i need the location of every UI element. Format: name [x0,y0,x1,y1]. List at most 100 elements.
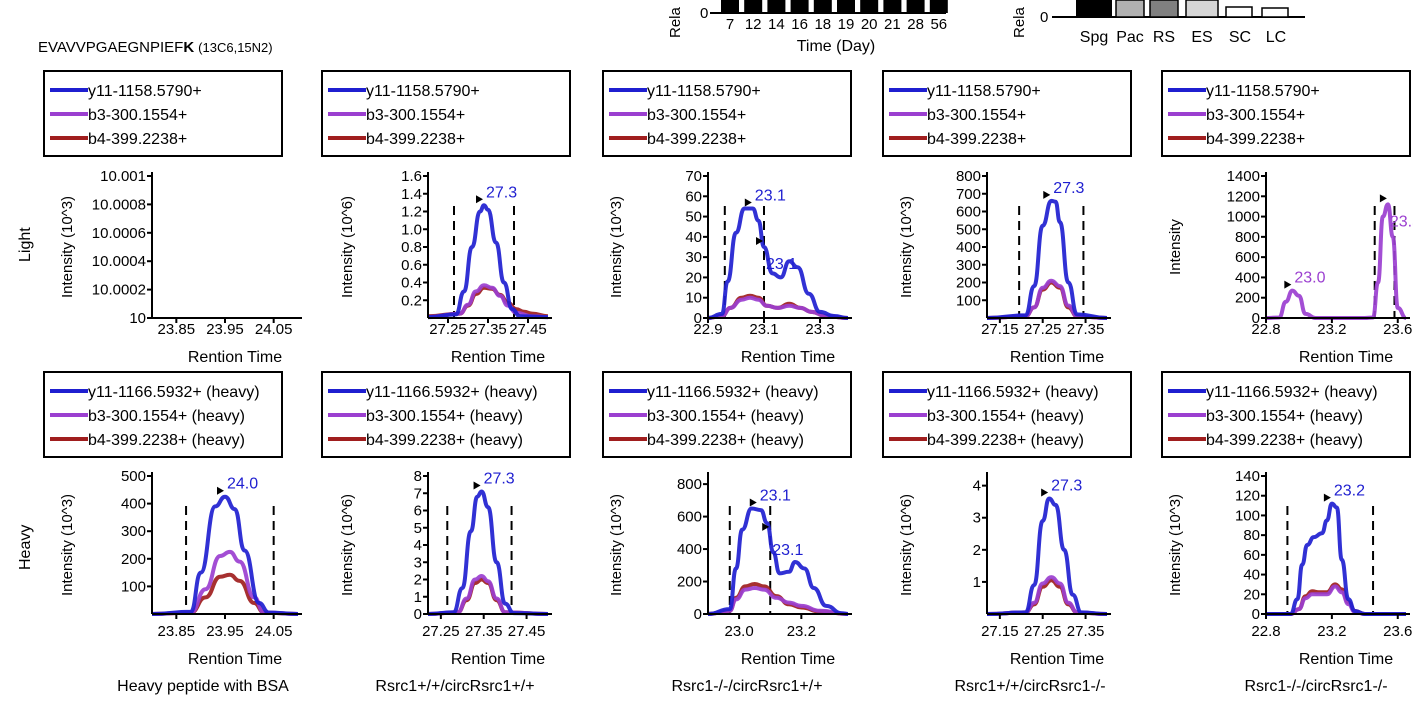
peak-marker [1284,280,1292,289]
y-tick-label: 30 [685,249,702,266]
x-tick-label: 24.05 [255,321,293,338]
legend-label: b4-399.2238+ (heavy) [927,432,1084,449]
time-tick-label: 14 [768,16,785,33]
legend-box: y11-1166.5932+ (heavy) b3-300.1554+ (heav… [321,371,571,458]
peak-label: 27.3 [1053,180,1084,197]
y-tick-label: 300 [956,257,981,274]
cell-type-label: RS [1153,29,1175,46]
time-tick-label: 28 [907,16,924,33]
peak-marker [473,481,481,490]
series-line-y11 [986,496,1108,616]
top-left-bars [721,0,948,13]
y-tick-label: 10.0004 [92,253,146,270]
x-axis-label: Rention Time [188,651,282,668]
series-line-y11 [707,206,849,320]
x-tick-label: 27.35 [1067,321,1105,338]
series-line-y11 [1265,501,1406,617]
series-line-b3 [151,549,299,616]
legend-label: y11-1166.5932+ (heavy) [1206,384,1378,401]
panel-H1: 100 200 300 400 500 23.85 23.95 24.05 Rention Ti… [59,468,302,668]
legend-box: y11-1158.5790+ b3-300.1554+ b4-399.2238+ [321,70,571,157]
legend-label: b3-300.1554+ [1206,107,1305,124]
x-tick-label: 23.85 [158,623,196,640]
legend-label: y11-1166.5932+ (heavy) [88,384,260,401]
y-tick-label: 700 [956,186,981,203]
panel-H5: 0 20 40 60 80 100 120 140 22.8 23.2 23.6 Rention Ti… [1167,468,1412,668]
legend-box: y11-1158.5790+ b3-300.1554+ b4-399.2238+ [602,70,852,157]
y-tick-label: 0.4 [401,275,422,292]
peak-marker [217,486,224,495]
y-tick-label: 400 [121,496,146,513]
x-tick-label: 23.95 [206,623,244,640]
y-tick-label: 0 [1252,310,1260,327]
y-tick-label: 400 [956,239,981,256]
panel-H3: 0 200 400 600 800 23.0 23.2 Rention Time Intensi… [608,472,852,668]
series-line-y11 [986,198,1108,320]
legend-label: b4-399.2238+ [647,131,746,148]
column-caption: Rsrc1+/+/circRsrc1+/+ [375,678,534,695]
x-tick-label: 27.35 [465,623,503,640]
bar-es [1185,0,1219,18]
top-left-ylabel: Rela [667,6,684,38]
y-tick-label: 40 [685,229,702,246]
x-tick-label: 23.1 [749,321,778,338]
y-tick-label: 20 [685,269,702,286]
series-line-b3 [707,295,849,320]
x-tick-label: 27.45 [509,321,547,338]
top-left-x-ticks: 7 12 14 16 18 19 20 21 28 56 [726,16,947,33]
y-tick-label: 7 [414,485,422,502]
x-tick-label: 22.9 [693,321,722,338]
panel-H4: 1 2 3 4 27.15 27.25 27.35 Rention Time Intensity… [898,472,1111,668]
x-tick-label: 27.15 [981,321,1019,338]
legend-label: b4-399.2238+ (heavy) [647,432,804,449]
y-tick-label: 3 [973,510,981,527]
cell-type-label: ES [1191,29,1212,46]
legend-label: b3-300.1554+ [366,107,465,124]
y-tick-label: 0 [1252,606,1260,623]
series-line-b4 [986,280,1108,320]
y-tick-label: 1.6 [401,168,422,185]
bar-lc [1261,7,1289,18]
y-tick-label: 800 [956,168,981,185]
y-tick-label: 500 [956,221,981,238]
bar-pac [1115,0,1145,18]
peak-marker [1043,190,1051,199]
x-tick-label: 23.2 [1317,623,1346,640]
legend-label: b4-399.2238+ (heavy) [88,432,245,449]
legend-boxes: y11-1158.5790+b3-300.1554+b4-399.2238+y1… [43,70,1411,458]
y-tick-label: 1 [973,574,981,591]
peak-marker [476,195,483,204]
row-label-heavy: Heavy [17,525,34,570]
y-tick-label: 2 [414,572,422,589]
series-line-b3 [1265,202,1407,320]
y-tick-label: 5 [414,520,422,537]
peak-label: 23.5 [1390,213,1413,230]
x-axis-label: Rention Time [741,651,835,668]
peak-marker [1379,194,1387,203]
series-line-b4 [427,285,549,319]
column-captions: Heavy peptide with BSA Rsrc1+/+/circRsrc1… [117,678,1387,695]
legend-label: y11-1158.5790+ [647,83,761,100]
y-tick-label: 4 [973,478,981,495]
time-tick-label: 7 [726,16,734,33]
legend-label: b4-399.2238+ (heavy) [1206,432,1363,449]
y-tick-label: 3 [414,554,422,571]
y-tick-label: 1400 [1227,168,1260,185]
legend-label: b3-300.1554+ (heavy) [1206,408,1363,425]
x-axis-label: Rention Time [1010,349,1104,366]
y-tick-label: 0.8 [401,239,422,256]
y-tick-label: 1.0 [401,221,422,238]
legend-label: b3-300.1554+ (heavy) [366,408,523,425]
x-tick-label: 23.2 [787,623,816,640]
y-tick-label: 0 [414,606,422,623]
y-tick-label: 6 [414,503,422,520]
legend-label: b4-399.2238+ [1206,131,1305,148]
legend-label: y11-1158.5790+ [927,83,1041,100]
y-tick-label: 2 [973,542,981,559]
legend-label: y11-1158.5790+ [88,83,202,100]
row-label-light: Light [17,227,34,262]
y-tick-label: 0 [694,310,702,327]
peptide-label: EVAVVPGAEGNPIEFK (13C6,15N2) [38,39,273,56]
y-tick-label: 1000 [1227,209,1260,226]
top-right-categories: Spg Pac RS ES SC LC [1080,29,1286,46]
